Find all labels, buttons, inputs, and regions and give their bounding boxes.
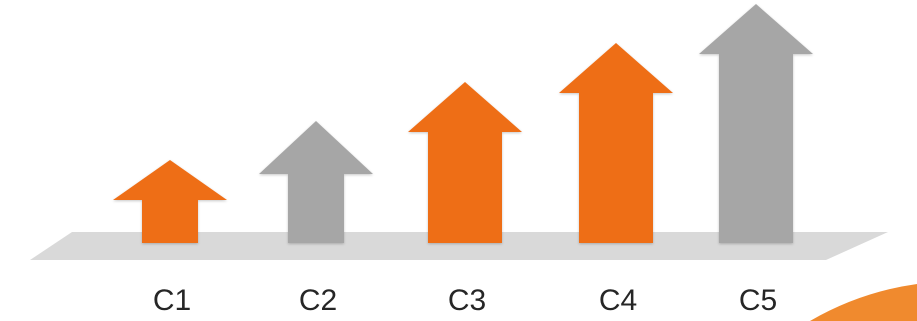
step-label-c2: C2 (299, 284, 337, 317)
arrow-shape (559, 43, 673, 243)
arrow-shape (699, 4, 813, 243)
arrow-shape (113, 160, 227, 243)
arrow-shape (408, 82, 522, 243)
up-arrow-icon (699, 4, 813, 243)
step-label-c1: C1 (153, 284, 191, 317)
corner-accent-shape (810, 284, 917, 321)
up-arrow-icon (408, 82, 522, 243)
up-arrow-icon (559, 43, 673, 243)
arrow-shape (259, 121, 373, 243)
up-arrow-icon (259, 121, 373, 243)
up-arrow-icon (113, 160, 227, 243)
step-label-c5: C5 (739, 284, 777, 317)
step-label-c4: C4 (599, 284, 637, 317)
platform-shape (30, 232, 888, 260)
step-label-c3: C3 (448, 284, 486, 317)
